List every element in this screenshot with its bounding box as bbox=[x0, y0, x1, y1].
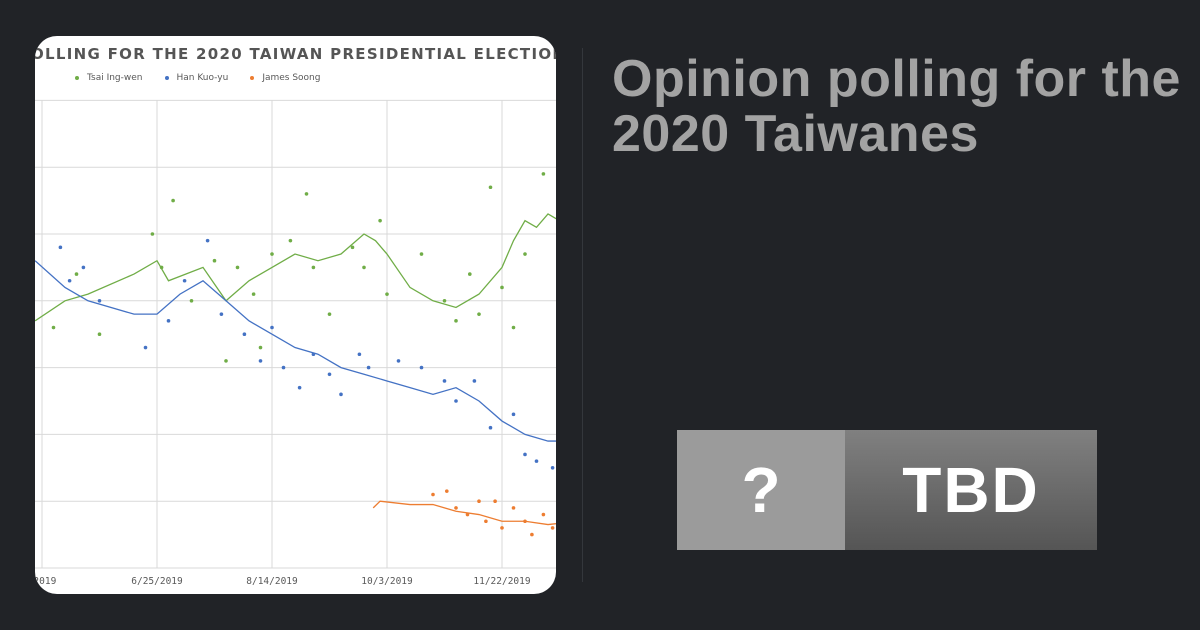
data-point bbox=[97, 332, 102, 337]
data-point bbox=[550, 466, 555, 470]
data-point bbox=[205, 238, 210, 243]
legend-marker bbox=[75, 76, 79, 80]
data-point bbox=[212, 258, 217, 263]
data-point bbox=[270, 252, 274, 256]
badge-label: TBD bbox=[845, 430, 1097, 550]
data-point bbox=[454, 319, 458, 323]
x-tick-label: 10/3/2019 bbox=[361, 576, 413, 587]
data-point bbox=[357, 352, 362, 357]
data-point bbox=[297, 385, 302, 390]
data-point bbox=[431, 492, 435, 497]
data-point bbox=[454, 506, 458, 510]
x-tick-label: /2019 bbox=[35, 576, 57, 587]
data-point bbox=[362, 265, 366, 270]
data-point bbox=[224, 359, 228, 363]
data-point bbox=[242, 332, 247, 337]
data-point bbox=[468, 272, 472, 276]
divider bbox=[582, 48, 583, 582]
data-point bbox=[327, 372, 332, 377]
data-point bbox=[235, 265, 240, 270]
x-tick-label: 6/25/2019 bbox=[131, 576, 183, 587]
data-point bbox=[488, 185, 493, 190]
data-point bbox=[500, 285, 504, 290]
data-point bbox=[385, 292, 389, 296]
data-point bbox=[304, 192, 309, 196]
data-point bbox=[523, 252, 527, 256]
data-point bbox=[511, 325, 516, 330]
data-point bbox=[550, 526, 555, 530]
data-point bbox=[442, 299, 447, 303]
data-point bbox=[534, 459, 539, 463]
data-point bbox=[472, 379, 477, 383]
trend-line bbox=[35, 213, 556, 322]
data-point bbox=[366, 365, 371, 370]
data-point bbox=[477, 499, 481, 504]
data-point bbox=[258, 345, 263, 350]
legend-item-tsai: Tsai Ing-wen bbox=[75, 73, 143, 83]
legend-item-han: Han Kuo-yu bbox=[164, 73, 229, 83]
chart-card: /2019 6/25/2019 8/14/2019 10/3/2019 11/22/20… bbox=[35, 36, 556, 594]
data-point bbox=[484, 519, 488, 524]
x-tick-label: 11/22/2019 bbox=[473, 576, 530, 587]
data-point bbox=[541, 512, 546, 517]
x-tick-label: 8/14/2019 bbox=[246, 576, 298, 587]
legend-label: Han Kuo-yu bbox=[176, 73, 229, 83]
data-point bbox=[530, 532, 534, 537]
data-point bbox=[454, 399, 458, 403]
legend-label: Tsai Ing-wen bbox=[87, 73, 143, 83]
data-point bbox=[541, 172, 546, 176]
data-point bbox=[396, 359, 401, 363]
data-point bbox=[51, 325, 56, 330]
data-point bbox=[327, 312, 332, 316]
data-point bbox=[511, 506, 516, 510]
status-badge: ? TBD bbox=[677, 430, 1097, 550]
data-point bbox=[281, 365, 286, 370]
data-point bbox=[288, 238, 293, 243]
data-point bbox=[419, 365, 424, 370]
legend-item-soong: James Soong bbox=[250, 73, 320, 83]
data-point bbox=[493, 499, 497, 504]
chart-plot: /2019 6/25/2019 8/14/2019 10/3/2019 11/22/20… bbox=[35, 99, 556, 587]
data-point bbox=[378, 218, 382, 223]
question-icon: ? bbox=[677, 430, 845, 550]
trend-line bbox=[35, 260, 556, 442]
data-point bbox=[219, 312, 224, 316]
data-point bbox=[500, 526, 504, 530]
data-point bbox=[488, 425, 493, 430]
legend: Tsai Ing-wen Han Kuo-yu James Soong bbox=[75, 73, 320, 83]
data-point bbox=[171, 198, 175, 203]
data-point bbox=[189, 299, 194, 303]
data-point bbox=[477, 312, 481, 316]
data-point bbox=[258, 359, 263, 363]
data-point bbox=[419, 252, 424, 256]
data-point bbox=[445, 489, 449, 493]
legend-label: James Soong bbox=[262, 73, 321, 83]
data-point bbox=[442, 379, 447, 383]
data-point bbox=[143, 345, 148, 350]
data-point bbox=[182, 278, 187, 283]
data-point bbox=[350, 245, 355, 250]
data-point bbox=[511, 412, 516, 417]
headline: Opinion polling for the 2020 Taiwanes bbox=[612, 52, 1181, 162]
chart-title: OLLING FOR THE 2020 TAIWAN PRESIDENTIAL … bbox=[35, 45, 556, 63]
trend-line bbox=[372, 500, 556, 526]
data-point bbox=[74, 272, 79, 276]
data-point bbox=[58, 245, 63, 250]
legend-marker bbox=[250, 76, 255, 80]
data-point bbox=[166, 319, 171, 323]
data-point bbox=[251, 292, 256, 296]
data-point bbox=[270, 325, 274, 330]
data-point bbox=[523, 452, 527, 457]
data-point bbox=[81, 265, 86, 270]
data-point bbox=[311, 265, 316, 270]
data-point bbox=[339, 392, 343, 397]
data-point bbox=[97, 299, 102, 303]
legend-marker bbox=[164, 76, 169, 80]
data-point bbox=[150, 232, 155, 236]
data-point bbox=[67, 278, 72, 283]
